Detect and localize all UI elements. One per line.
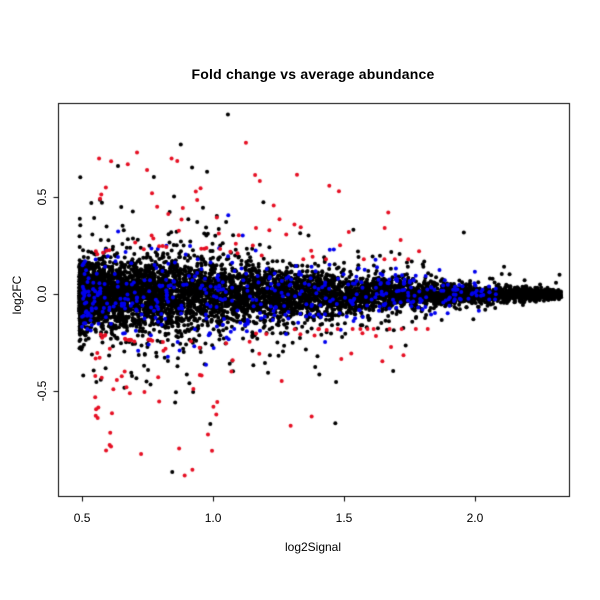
- y-tick-label: -0.5: [35, 380, 49, 402]
- x-tick-label: 2.0: [466, 511, 484, 525]
- y-tick-label: 0.0: [35, 285, 49, 303]
- x-axis-label: log2Signal: [284, 540, 342, 554]
- x-tick-label: 1.5: [335, 511, 353, 525]
- chart-title: Fold change vs average abundance: [191, 66, 435, 82]
- x-tick-label: 1.0: [204, 511, 222, 525]
- y-tick-label: 0.5: [35, 188, 49, 206]
- y-axis-label: log2FC: [10, 275, 24, 315]
- x-tick-label: 0.5: [73, 511, 91, 525]
